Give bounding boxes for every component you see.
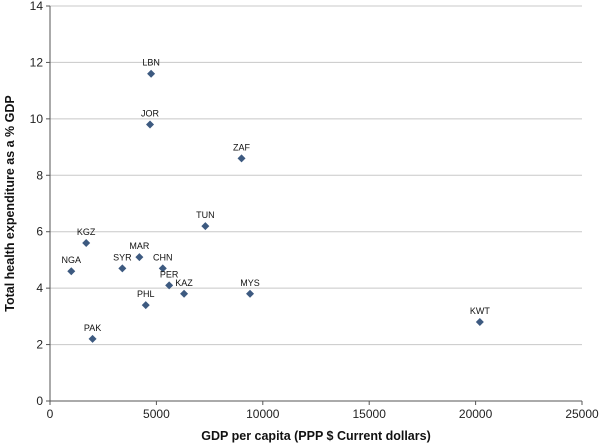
point-label: JOR: [141, 109, 160, 119]
point-label: NGA: [62, 255, 82, 265]
y-tick-label: 14: [30, 0, 44, 13]
y-axis-label: Total health expenditure as a % GDP: [3, 95, 17, 312]
point-label: PER: [160, 269, 179, 279]
data-point: [147, 69, 156, 78]
data-point: [135, 253, 144, 262]
data-point: [118, 264, 127, 273]
data-point: [158, 264, 167, 273]
x-tick-label: 25000: [565, 407, 599, 421]
point-label: SYR: [113, 252, 132, 262]
data-point: [475, 318, 484, 326]
data-point: [82, 239, 91, 247]
data-point: [141, 301, 150, 310]
point-label: CHN: [153, 252, 173, 262]
x-tick-label: 10000: [246, 407, 280, 421]
y-tick-label: 4: [36, 281, 43, 295]
point-label: KAZ: [175, 278, 193, 288]
point-label: PHL: [137, 289, 155, 299]
point-label: PAK: [84, 323, 101, 333]
gridlines: [50, 5, 582, 402]
x-tick-label: 0: [47, 407, 54, 421]
x-tick-label: 15000: [353, 407, 387, 421]
point-label: LBN: [142, 58, 160, 68]
y-tick-label: 0: [36, 394, 43, 408]
data-points: [67, 69, 484, 343]
point-label: KWT: [470, 306, 490, 316]
y-tick-label: 6: [36, 225, 43, 239]
data-point: [237, 154, 246, 163]
data-point: [67, 267, 76, 276]
data-point: [246, 289, 255, 298]
y-tick-label: 10: [30, 112, 44, 126]
y-tick-label: 8: [36, 168, 43, 182]
data-point: [88, 334, 97, 343]
y-tick-labels: 0 2 4 6 8 10 12 14: [30, 0, 44, 408]
x-axis-label: GDP per capita (PPP $ Current dollars): [201, 429, 430, 443]
data-point: [146, 120, 155, 129]
y-tick-label: 2: [36, 338, 43, 352]
point-label: ZAF: [233, 142, 251, 152]
point-label: KGZ: [77, 227, 96, 237]
point-label: TUN: [196, 210, 215, 220]
point-label: MYS: [240, 278, 260, 288]
axes: [46, 5, 583, 405]
data-point: [180, 289, 189, 298]
x-tick-label: 20000: [459, 407, 493, 421]
data-point: [165, 281, 174, 290]
point-label: MAR: [129, 241, 150, 251]
data-point: [201, 222, 210, 231]
x-tick-labels: 0 5000 10000 15000 20000 25000: [47, 407, 599, 421]
y-tick-label: 12: [30, 55, 44, 69]
x-tick-label: 5000: [143, 407, 170, 421]
